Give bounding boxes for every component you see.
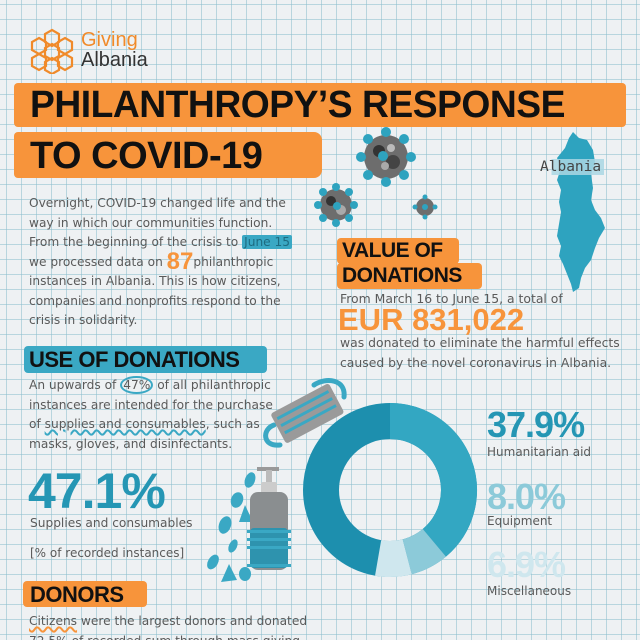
logo-text-albania: Albania xyxy=(81,49,148,71)
hand-sanitizer-icon xyxy=(207,467,291,582)
value-heading-banner: DONATIONS xyxy=(337,263,482,289)
wavy-underlined-text: supplies and consumables xyxy=(44,417,206,431)
face-mask-icon xyxy=(263,378,347,448)
use-heading: USE OF DONATIONS xyxy=(29,347,240,372)
donut-segment-humanitarian xyxy=(389,403,477,557)
value-text-outro: was donated to eliminate the harmful eff… xyxy=(340,335,620,370)
donation-total-amount: EUR 831,022 xyxy=(338,302,525,337)
donors-paragraph: Citizens were the largest donors and don… xyxy=(29,611,319,640)
intro-paragraph: Overnight, COVID-19 changed life and the… xyxy=(29,194,299,331)
hexagon-flower-logo-icon xyxy=(30,28,74,74)
donors-heading-banner: DONORS xyxy=(23,581,147,607)
donors-heading: DONORS xyxy=(30,582,124,607)
value-heading-banner: VALUE OF xyxy=(337,238,459,264)
donut-segment-equipment xyxy=(401,528,446,575)
use-heading-banner: USE OF DONATIONS xyxy=(24,346,267,373)
albania-map-icon xyxy=(557,132,605,292)
humanitarian-percentage: 37.9% xyxy=(487,404,585,445)
virus-icon xyxy=(412,194,438,220)
virus-icon xyxy=(314,183,358,227)
supplies-percentage: 47.1% xyxy=(28,463,166,519)
instances-count: 87 xyxy=(166,247,194,275)
wavy-underlined-text: Citizens xyxy=(29,614,78,628)
equipment-percentage: 8.0% xyxy=(487,476,566,517)
use-text: of all philanthropic instances are inten… xyxy=(29,378,273,431)
logo-text-giving: Giving xyxy=(81,29,138,51)
misc-percentage: 6.9% xyxy=(487,544,566,585)
equipment-label: Equipment xyxy=(487,514,553,528)
page-title-line-2: TO COVID-19 xyxy=(30,135,263,177)
intro-text: philanthropic instances in Albania. This… xyxy=(29,254,281,328)
donation-use-donut-chart xyxy=(303,403,477,577)
value-heading-line-1: VALUE OF xyxy=(342,239,443,262)
circled-percentage: 47% xyxy=(120,376,154,394)
intro-text: Overnight, COVID-19 changed life and the… xyxy=(29,196,286,249)
highlighted-date: June 15 xyxy=(242,235,293,249)
use-paragraph: An upwards of 47% of all philanthropic i… xyxy=(29,376,279,454)
use-text: , such as masks, gloves, and disinfectan… xyxy=(29,417,260,451)
page-title-line-1: PHILANTHROPY’S RESPONSE xyxy=(30,84,566,126)
title-line-1-banner: PHILANTHROPY’S RESPONSE xyxy=(14,83,626,127)
albania-map-label: Albania xyxy=(537,159,605,175)
donors-text: were the largest donors and donated 72.5… xyxy=(29,614,308,640)
value-text-intro: From March 16 to June 15, a total of xyxy=(340,291,563,306)
giving-albania-logo: Giving Albania xyxy=(28,26,178,76)
use-text: An upwards of xyxy=(29,378,117,392)
virus-icon xyxy=(356,127,416,187)
value-heading-line-2: DONATIONS xyxy=(342,264,462,287)
donut-segment-misc xyxy=(375,539,412,577)
humanitarian-label: Humanitarian aid xyxy=(487,445,592,459)
misc-label: Miscellaneous xyxy=(487,584,572,598)
title-line-2-banner: TO COVID-19 xyxy=(14,132,322,178)
percentage-note: [% of recorded instances] xyxy=(30,546,185,560)
intro-text: we processed data on xyxy=(29,254,163,269)
supplies-label: Supplies and consumables xyxy=(30,516,193,530)
